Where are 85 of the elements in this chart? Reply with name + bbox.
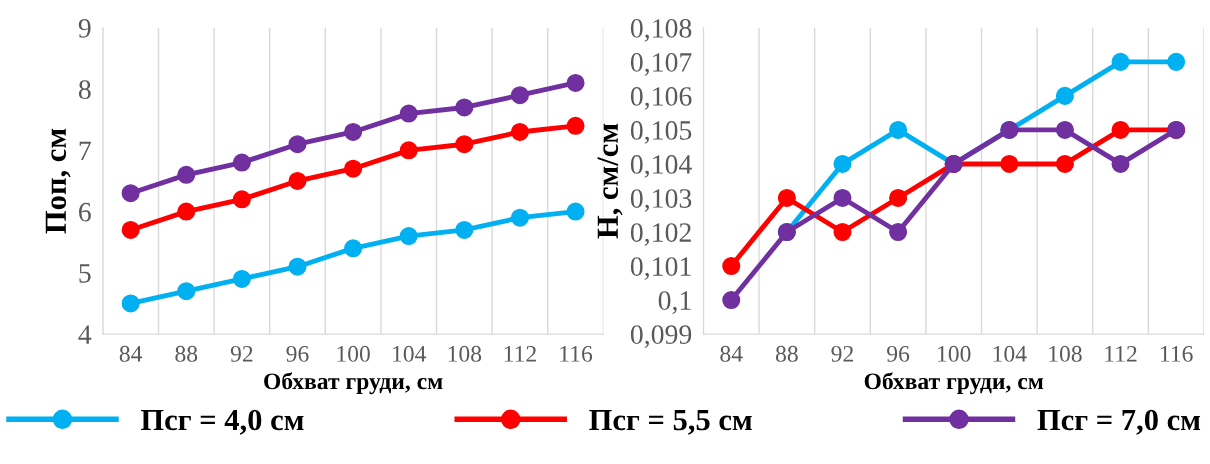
y-tick-label: 0,104 bbox=[630, 155, 692, 178]
point bbox=[889, 120, 908, 139]
y-tick-label: 0,107 bbox=[630, 53, 692, 76]
y-tick-label: 4 bbox=[78, 325, 92, 344]
point bbox=[833, 188, 852, 208]
x-tick-label: 96 bbox=[286, 345, 309, 362]
point bbox=[566, 202, 585, 221]
x-axis-title: Обхват груди, см bbox=[264, 372, 443, 395]
legend-label: Псг = 5,5 см bbox=[589, 409, 752, 435]
x-tick-label: 108 bbox=[1049, 345, 1082, 362]
point bbox=[566, 116, 585, 135]
point bbox=[722, 291, 741, 310]
point bbox=[510, 208, 529, 227]
y-tick-label: 8 bbox=[78, 80, 91, 99]
legend-label: Псг = 7,0 см bbox=[1037, 409, 1201, 435]
point bbox=[177, 165, 196, 184]
x-tick-label: 88 bbox=[775, 345, 798, 362]
point bbox=[1111, 52, 1130, 71]
point bbox=[232, 153, 251, 172]
y-tick-label: 0,101 bbox=[630, 257, 691, 280]
legend-label: Псг = 4,0 см bbox=[140, 409, 304, 435]
point bbox=[1111, 120, 1130, 139]
x-tick-label: 116 bbox=[1160, 345, 1193, 362]
point bbox=[1055, 120, 1074, 139]
point bbox=[833, 154, 852, 173]
point bbox=[889, 188, 908, 208]
x-tick-label: 96 bbox=[887, 345, 910, 362]
x-tick-label: 112 bbox=[504, 345, 536, 362]
x-tick-label: 84 bbox=[119, 345, 143, 362]
point bbox=[1000, 154, 1019, 173]
x-tick-label: 88 bbox=[175, 345, 198, 362]
x-tick-label: 104 bbox=[993, 345, 1027, 362]
point bbox=[722, 256, 741, 276]
y-tick-label: 6 bbox=[79, 202, 91, 222]
y-tick-label: 9 bbox=[78, 19, 91, 38]
point bbox=[1111, 154, 1130, 173]
point bbox=[889, 222, 908, 242]
x-tick-label: 100 bbox=[938, 345, 971, 362]
y-tick-label: 0,105 bbox=[630, 121, 692, 144]
y-tick-label: 7 bbox=[79, 141, 91, 160]
x-axis-title: Обхват груди, см bbox=[864, 372, 1044, 395]
point bbox=[232, 269, 251, 288]
x-tick-label: 100 bbox=[337, 345, 370, 362]
point bbox=[177, 202, 196, 221]
y-tick-label: 0,102 bbox=[630, 223, 691, 246]
point bbox=[455, 98, 474, 117]
point bbox=[344, 122, 363, 141]
point bbox=[344, 159, 363, 178]
point bbox=[399, 141, 418, 160]
x-tick-label: 104 bbox=[393, 345, 427, 362]
x-tick-label: 108 bbox=[448, 345, 482, 362]
point bbox=[121, 220, 140, 239]
x-tick-label: 84 bbox=[720, 345, 743, 362]
point bbox=[455, 220, 474, 239]
point bbox=[344, 239, 363, 258]
point bbox=[288, 135, 307, 154]
point bbox=[1055, 154, 1074, 173]
point bbox=[1167, 52, 1186, 71]
point bbox=[777, 188, 796, 208]
point bbox=[399, 104, 418, 123]
point bbox=[288, 257, 307, 276]
y-tick-label: 0,099 bbox=[630, 325, 692, 348]
y-tick-label: 0,108 bbox=[630, 19, 692, 42]
x-tick-label: 112 bbox=[1105, 345, 1137, 362]
point bbox=[121, 184, 140, 203]
y-tick-label: 0,103 bbox=[630, 189, 692, 212]
point bbox=[121, 294, 140, 313]
point bbox=[288, 171, 307, 190]
y-tick-label: 0,106 bbox=[630, 87, 692, 110]
y-tick-label: 5 bbox=[79, 264, 91, 283]
y-tick-label: 0,1 bbox=[658, 291, 691, 314]
y-axis-title: Поп, см bbox=[45, 128, 71, 234]
point bbox=[510, 122, 529, 141]
x-tick-label: 116 bbox=[560, 345, 593, 362]
point bbox=[1055, 86, 1074, 105]
x-tick-label: 92 bbox=[230, 345, 253, 362]
x-tick-label: 92 bbox=[831, 345, 853, 362]
point bbox=[399, 227, 418, 246]
point bbox=[177, 282, 196, 301]
point bbox=[510, 86, 529, 105]
y-axis-title: Н, см/см bbox=[597, 123, 623, 239]
point bbox=[833, 222, 852, 242]
point bbox=[566, 73, 585, 92]
point bbox=[232, 190, 251, 209]
point bbox=[455, 135, 474, 154]
